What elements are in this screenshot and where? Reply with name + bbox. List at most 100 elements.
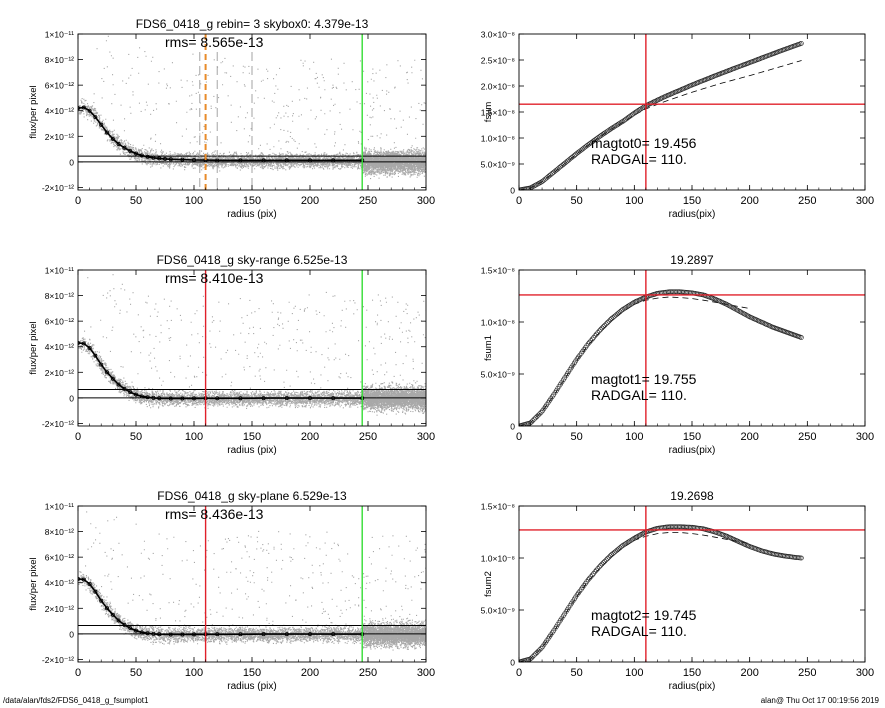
profile-point	[139, 153, 144, 158]
x-axis-label: radius (pix)	[227, 681, 276, 692]
curve-point	[599, 325, 605, 331]
curve-point	[612, 313, 617, 319]
y-tick-label: 0	[69, 393, 74, 403]
x-tick-label: 0	[516, 195, 522, 207]
x-tick-label: 150	[243, 431, 261, 443]
profile-point	[180, 632, 185, 637]
axes-frame	[518, 33, 866, 191]
profile-point	[168, 632, 173, 637]
curve-point	[559, 163, 565, 168]
profile-point	[145, 631, 150, 636]
radgal-annotation: RADGAL= 110.	[591, 151, 687, 167]
curve-point	[556, 165, 562, 171]
y-tick-label: 1×10⁻¹¹	[45, 502, 74, 512]
plot-area-left-middle	[78, 270, 426, 426]
x-tick-label: 300	[417, 195, 435, 207]
x-tick-label: 300	[856, 431, 874, 443]
y-tick-label: 6×10⁻¹²	[45, 553, 74, 563]
x-tick-label: 150	[683, 667, 701, 679]
profile-point	[168, 396, 173, 401]
y-tick-label: 2×10⁻¹²	[45, 368, 74, 378]
curve-point	[529, 419, 534, 425]
y-tick-label: 0	[69, 629, 74, 639]
y-tick-label: 1.5×10⁻⁸	[481, 266, 516, 276]
x-axis-label: radius (pix)	[227, 209, 276, 220]
curve-point	[594, 567, 599, 573]
profile-point	[105, 370, 110, 375]
curve-point	[536, 412, 541, 418]
profile-point	[93, 115, 98, 120]
profile-point	[238, 158, 243, 163]
radgal-annotation: RADGAL= 110.	[591, 623, 687, 639]
panel-left-middle: 0 50 100 150 200 250 300-2×10⁻¹²02×10⁻¹²4×10⁻¹…	[28, 253, 435, 456]
curve-point	[538, 646, 544, 651]
x-tick-label: 250	[798, 667, 816, 679]
curve-point	[616, 310, 621, 316]
y-tick-label: 0	[69, 157, 74, 167]
profile-point	[128, 390, 133, 395]
x-axis-label: radius (pix)	[227, 445, 276, 456]
growth-curve	[519, 41, 804, 190]
curve-point	[617, 120, 623, 126]
x-tick-label: 0	[516, 667, 522, 679]
curve-point	[588, 338, 594, 343]
curve-point	[620, 543, 626, 548]
profile-point	[81, 577, 86, 582]
curve-point	[605, 320, 610, 325]
curve-point	[560, 162, 566, 167]
curve-point	[533, 415, 538, 421]
plot-area-right-bottom	[519, 506, 865, 662]
x-tick-label: 150	[683, 195, 701, 207]
x-tick-label: 200	[740, 667, 758, 679]
profile-point	[151, 631, 156, 636]
profile-point	[261, 158, 266, 163]
profile-point	[307, 158, 312, 163]
x-tick-label: 250	[359, 431, 377, 443]
x-tick-label: 200	[301, 667, 319, 679]
profile-point	[284, 158, 289, 163]
y-tick-label: 8×10⁻¹²	[45, 527, 74, 537]
curve-point	[572, 153, 577, 158]
curve-point	[585, 341, 591, 347]
profile-point	[145, 154, 150, 159]
curve-point	[587, 575, 592, 581]
curve-point	[542, 176, 548, 182]
profile-point	[99, 362, 104, 367]
curve-point	[536, 648, 541, 654]
curve-point	[614, 311, 620, 317]
profile-point	[284, 396, 289, 401]
curve-point	[610, 314, 616, 320]
curve-point	[630, 537, 635, 542]
x-tick-label: 300	[417, 667, 435, 679]
panel-title: FDS6_0418_g rebin= 3 skybox0: 4.379e-13	[136, 17, 369, 31]
curve-point	[527, 420, 533, 426]
magtot-annotation: magtot0= 19.456	[591, 135, 697, 151]
y-tick-label: 1.0×10⁻⁸	[481, 134, 516, 144]
panel-title: FDS6_0418_g sky-range 6.525e-13	[157, 253, 348, 267]
curve-point	[569, 155, 574, 161]
profile-point	[93, 353, 98, 358]
curve-point	[624, 304, 630, 310]
y-axis-label: fsum1	[483, 335, 494, 361]
pixel-scatter	[78, 511, 426, 651]
profile-point	[128, 626, 133, 631]
curve-point	[538, 409, 544, 415]
curve-point	[614, 547, 620, 553]
x-axis-label: radius(pix)	[669, 681, 716, 692]
x-tick-label: 100	[185, 667, 203, 679]
profile-point	[215, 396, 220, 401]
curve-point	[594, 331, 599, 337]
dashed-curve	[519, 296, 750, 426]
profile-point	[122, 145, 127, 150]
curve-point	[598, 563, 604, 568]
x-tick-label: 150	[243, 667, 261, 679]
x-axis-label: radius(pix)	[669, 209, 716, 220]
y-tick-label: 2.0×10⁻⁸	[481, 82, 516, 92]
curve-point	[580, 146, 586, 152]
y-tick-label: -2×10⁻¹²	[42, 183, 74, 193]
y-axis-label: flux/per pixel	[28, 85, 39, 138]
curve-point	[607, 553, 613, 559]
plot-area-right-middle	[519, 270, 865, 426]
panel-title: FDS6_0418_g sky-plane 6.529e-13	[157, 489, 347, 503]
y-tick-label: 4×10⁻¹²	[45, 578, 74, 588]
